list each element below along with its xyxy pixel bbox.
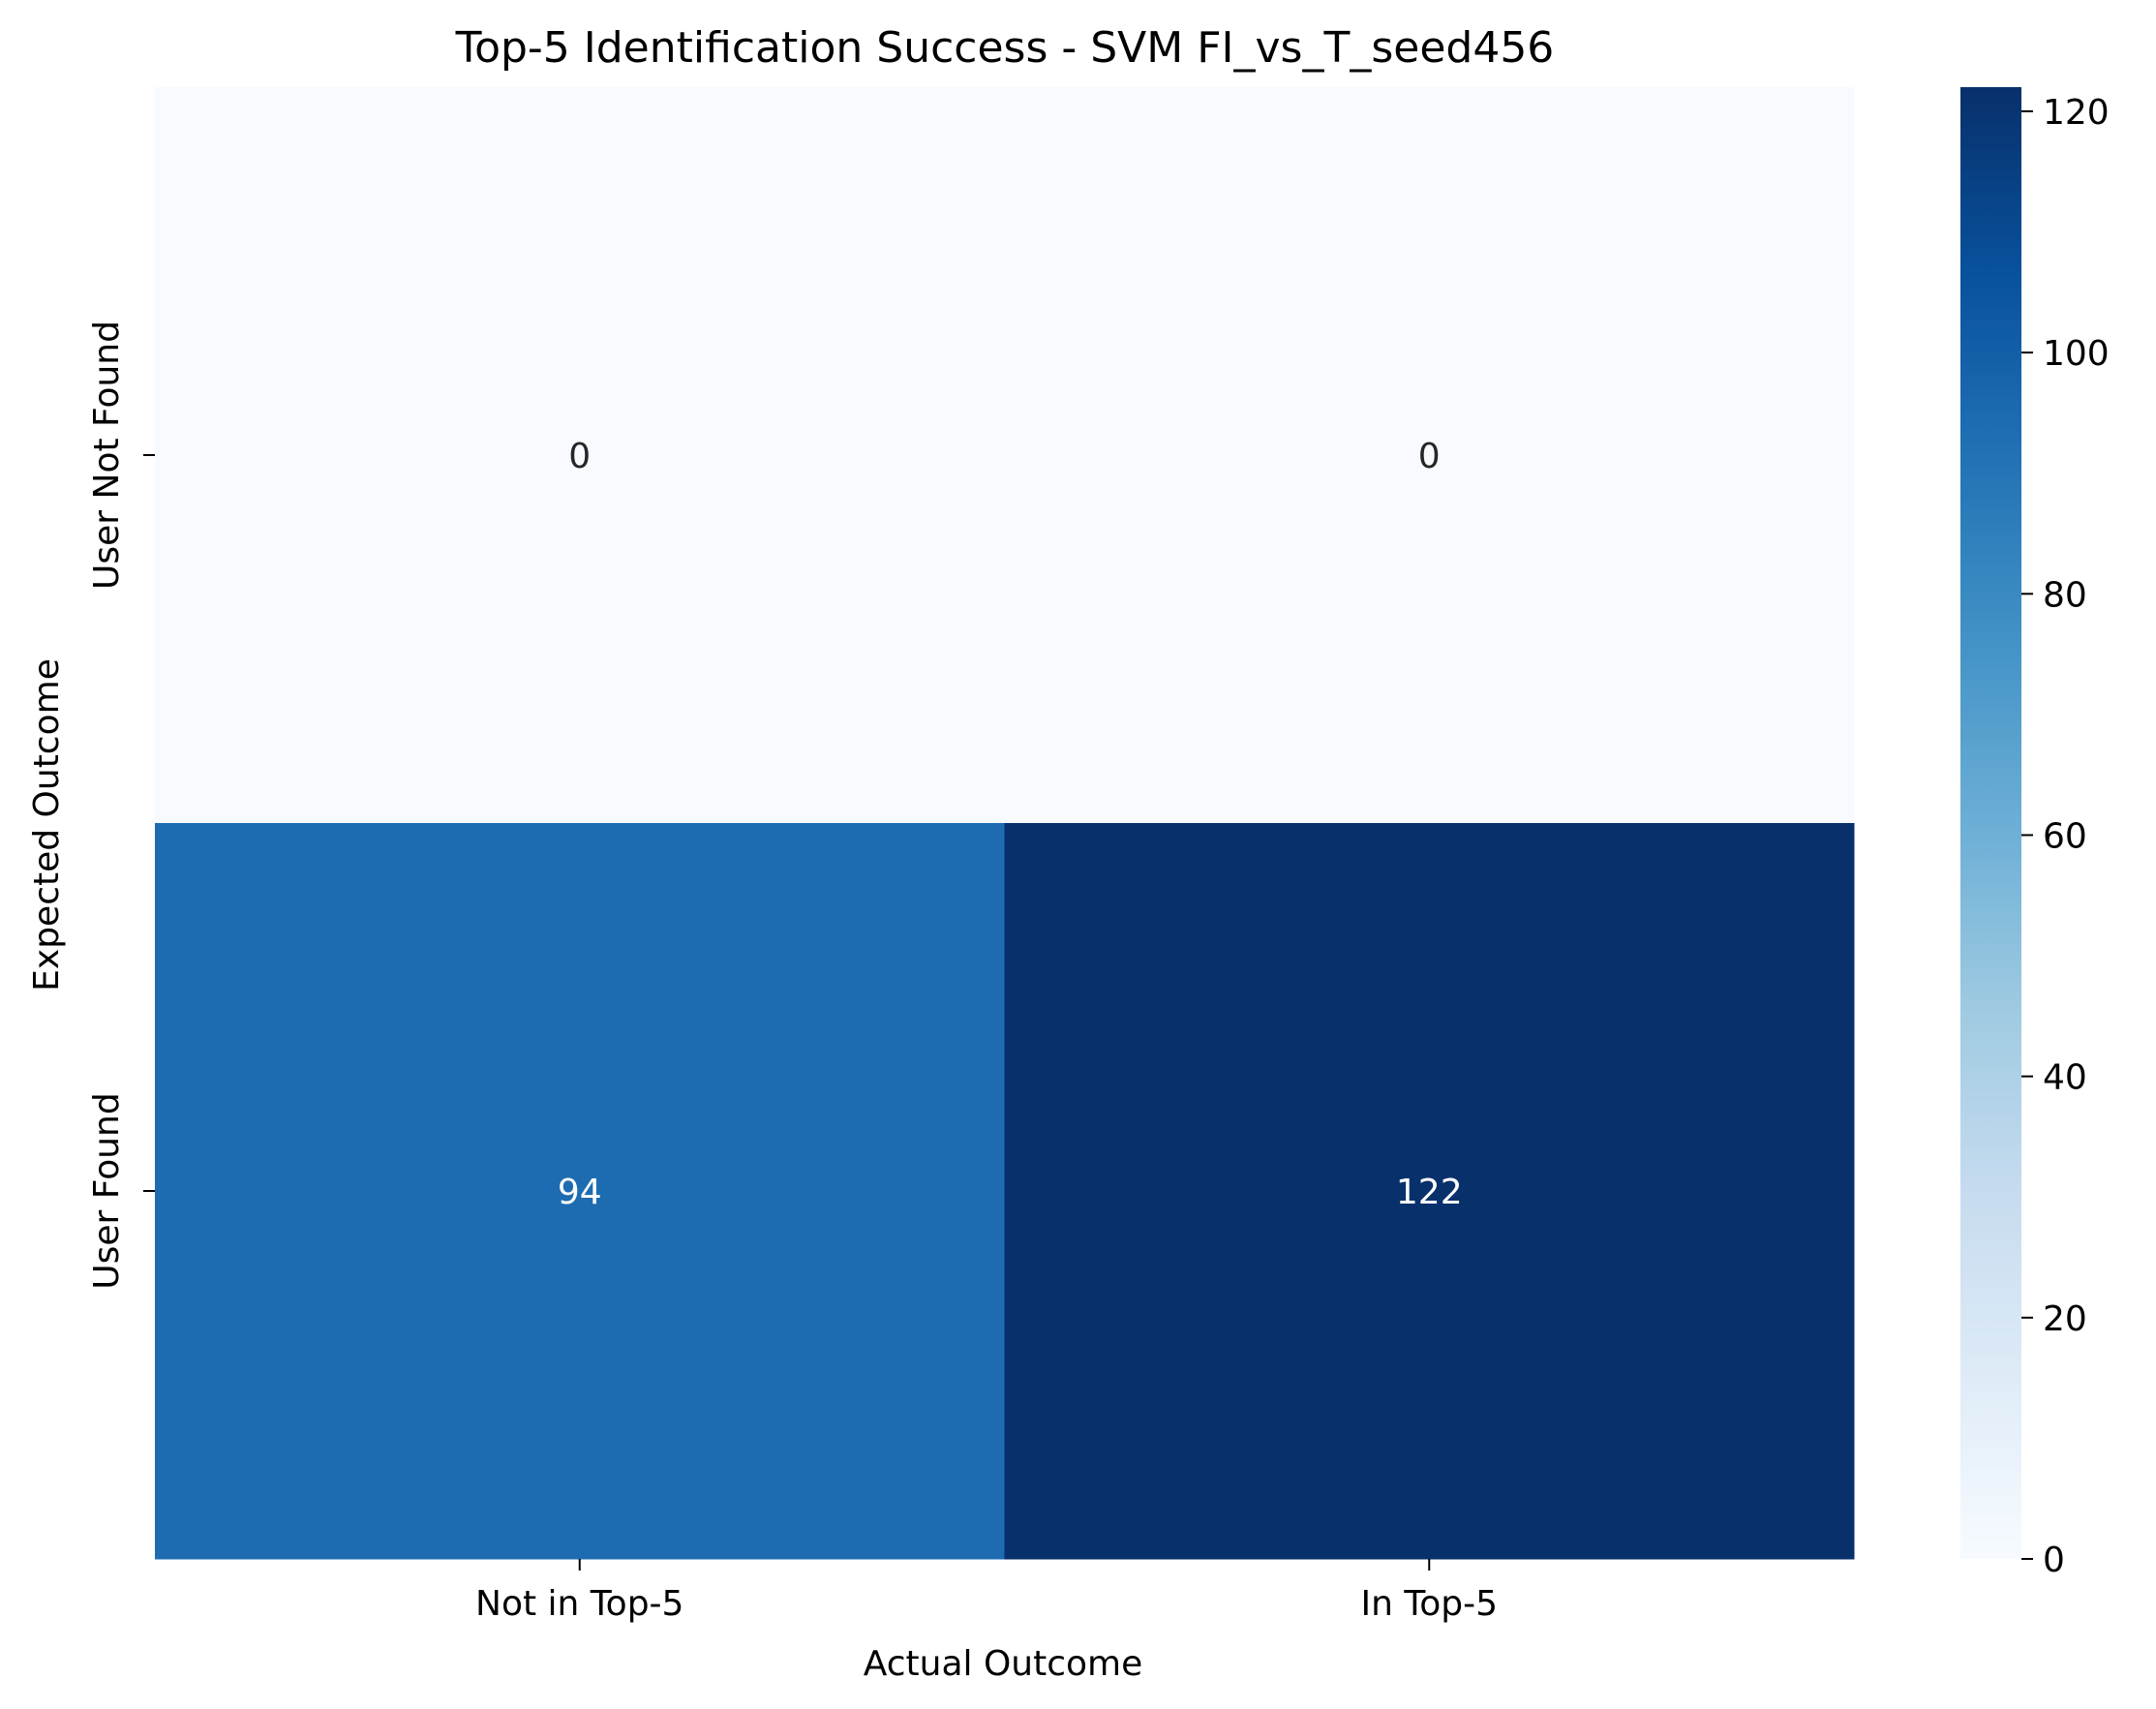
x-tick-label: In Top-5	[1360, 1584, 1498, 1624]
y-axis-ticks: User Not Found User Found	[87, 320, 155, 1290]
x-axis-ticks: Not in Top-5 In Top-5	[475, 1559, 1498, 1624]
colorbar-tick-label: 0	[2043, 1541, 2065, 1580]
colorbar	[1960, 87, 2021, 1559]
x-axis-label: Actual Outcome	[864, 1644, 1143, 1684]
heatmap-cell	[1004, 87, 1855, 824]
cell-value-label: 0	[1418, 437, 1441, 476]
y-tick-label: User Not Found	[87, 320, 127, 590]
x-tick-label: Not in Top-5	[475, 1584, 683, 1624]
colorbar-tick-label: 20	[2043, 1299, 2087, 1339]
heatmap-cell	[155, 823, 1005, 1560]
chart-title: Top-5 Identification Success - SVM FI_vs…	[455, 23, 1555, 73]
cell-value-label: 122	[1396, 1173, 1463, 1212]
heatmap-cell-labels: 0 0 94 122	[558, 437, 1463, 1212]
colorbar-ticks: 0 20 40 60 80 100 120	[2021, 93, 2110, 1580]
colorbar-tick-label: 100	[2043, 334, 2110, 374]
colorbar-tick-label: 80	[2043, 575, 2087, 615]
heatmap-cells	[155, 87, 1855, 1560]
cell-value-label: 0	[568, 437, 591, 476]
y-tick-label: User Found	[87, 1092, 127, 1289]
heatmap-cell	[155, 87, 1005, 824]
colorbar-tick-label: 60	[2043, 816, 2087, 856]
colorbar-tick-label: 40	[2043, 1058, 2087, 1098]
y-axis-label: Expected Outcome	[27, 658, 67, 992]
cell-value-label: 94	[558, 1173, 602, 1212]
heatmap-cell	[1004, 823, 1855, 1560]
colorbar-tick-label: 120	[2043, 93, 2110, 133]
